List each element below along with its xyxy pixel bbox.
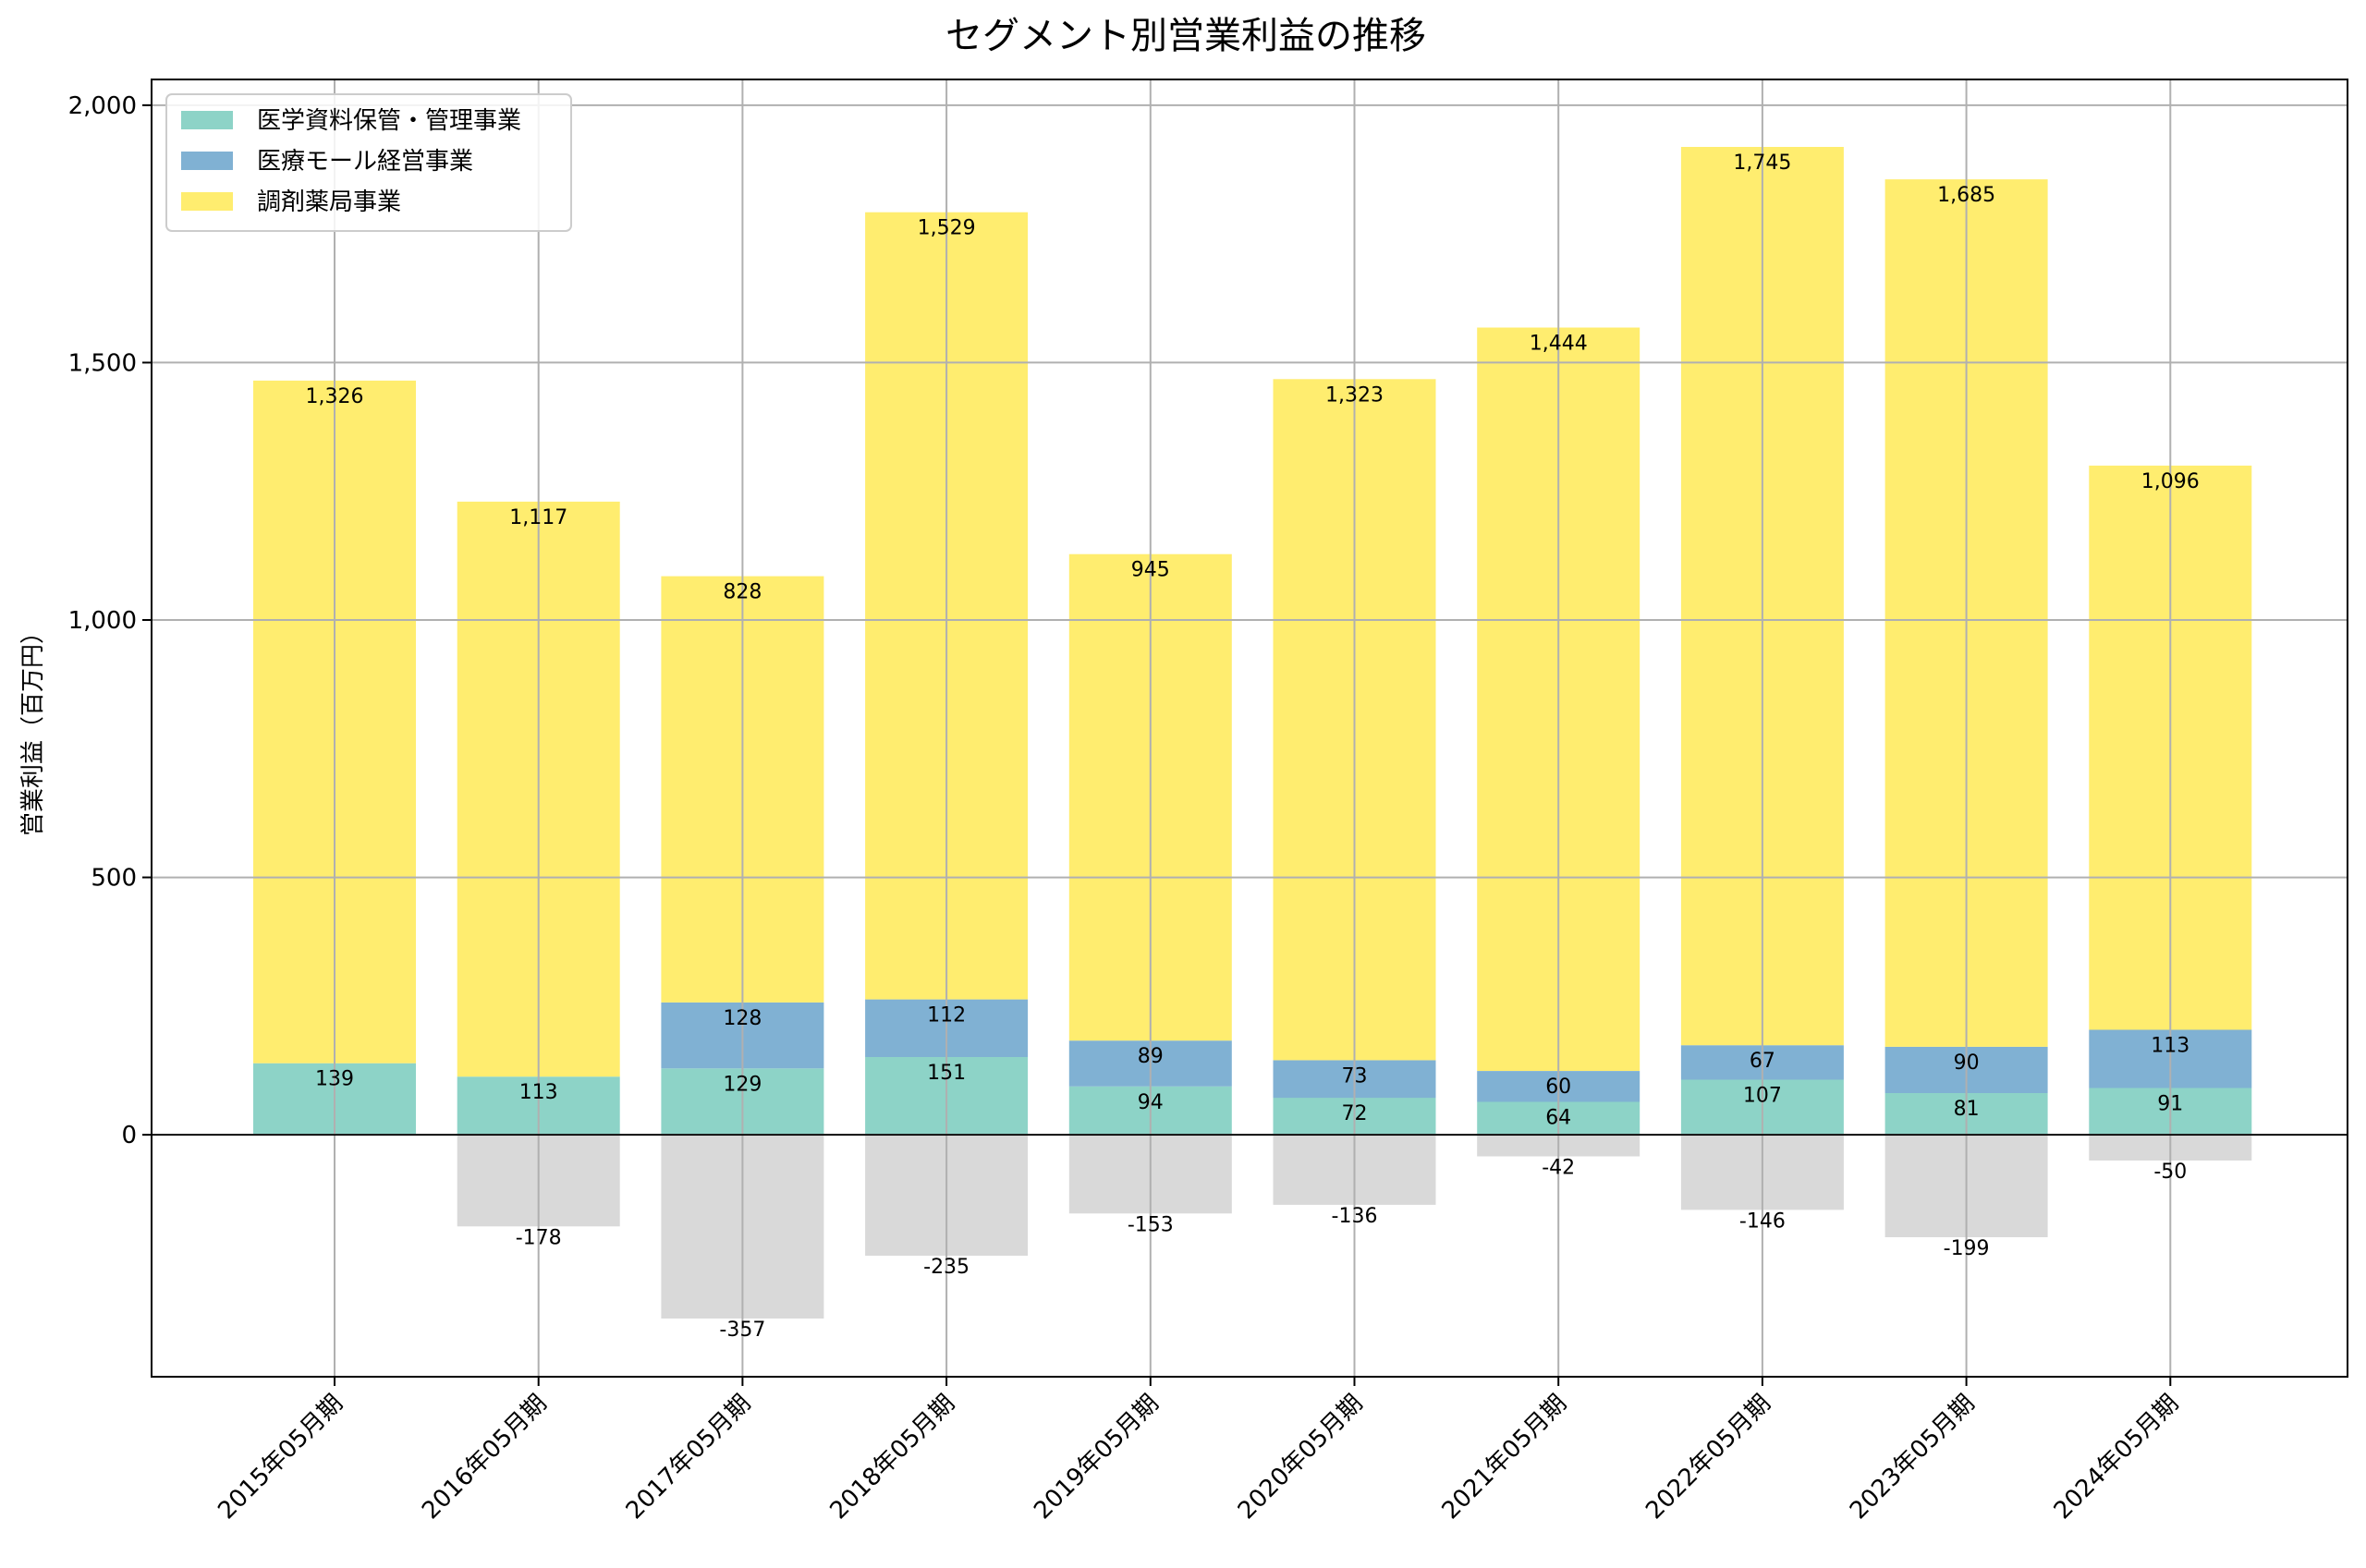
data-label: 828 [723, 581, 762, 604]
data-labels: 139 1,326 113 1,117 -178 129 128 828 -357 151 112 1… [306, 152, 2200, 1342]
x-axis: 2015年05月期 2016年05月期 2017年05月期 2018年05月期 2019… [213, 1377, 2184, 1525]
data-label: 1,745 [1733, 152, 1791, 175]
data-label: 112 [927, 1004, 966, 1027]
data-label: 113 [519, 1081, 558, 1104]
y-tick-label: 500 [91, 865, 137, 893]
data-label: -199 [1944, 1237, 1990, 1260]
data-label: 90 [1954, 1051, 1980, 1075]
x-tick-label: 2015年05月期 [213, 1390, 348, 1525]
data-label: -153 [1128, 1213, 1174, 1236]
data-label: 60 [1545, 1076, 1571, 1099]
data-label: 945 [1131, 559, 1170, 582]
legend-label: 医療モール経営事業 [257, 148, 473, 176]
data-label: 1,685 [1937, 184, 1995, 207]
y-tick-label: 1,500 [68, 349, 137, 377]
y-tick-label: 2,000 [68, 92, 137, 120]
x-tick-label: 2020年05月期 [1233, 1390, 1369, 1525]
y-axis-label: 営業利益（百万円） [19, 620, 47, 836]
x-tick-label: 2022年05月期 [1640, 1390, 1776, 1525]
x-tick-label: 2017年05月期 [621, 1390, 757, 1525]
y-tick-label: 0 [121, 1122, 137, 1149]
legend-swatch [181, 152, 233, 170]
bars [253, 147, 2252, 1319]
data-label: 67 [1750, 1050, 1775, 1073]
data-label: -136 [1332, 1205, 1378, 1228]
x-tick-label: 2024年05月期 [2049, 1390, 2185, 1525]
legend-swatch [181, 111, 233, 129]
x-tick-label: 2021年05月期 [1437, 1390, 1573, 1525]
data-label: -178 [516, 1226, 562, 1249]
data-label: 64 [1545, 1107, 1571, 1130]
data-label: -42 [1542, 1157, 1575, 1180]
data-label: 129 [723, 1073, 762, 1096]
plot-frame [151, 79, 2348, 1378]
legend-swatch [181, 192, 233, 211]
legend-box [165, 93, 572, 232]
data-label: 139 [315, 1068, 354, 1091]
data-label: 1,117 [509, 506, 567, 529]
legend-label: 調剤薬局事業 [257, 188, 401, 216]
x-tick-label: 2019年05月期 [1029, 1390, 1165, 1525]
data-label: -235 [923, 1256, 970, 1279]
data-label: -50 [2153, 1161, 2187, 1184]
x-tick-label: 2016年05月期 [417, 1390, 553, 1525]
data-label: 1,323 [1325, 383, 1384, 407]
data-label: 1,444 [1530, 333, 1588, 356]
y-axis: 0 500 1,000 1,500 2,000 [68, 92, 152, 1149]
data-label: 73 [1342, 1064, 1368, 1088]
y-tick-label: 1,000 [68, 607, 137, 635]
legend-label: 医学資料保管・管理事業 [257, 107, 521, 135]
data-label: -357 [719, 1319, 765, 1342]
chart-title: セグメント別営業利益の推移 [945, 15, 1426, 57]
x-tick-label: 2023年05月期 [1845, 1390, 1981, 1525]
x-tick-label: 2018年05月期 [824, 1390, 960, 1525]
data-label: 151 [927, 1062, 966, 1085]
data-label: 113 [2151, 1035, 2189, 1058]
data-label: 107 [1743, 1085, 1782, 1108]
data-label: 91 [2157, 1092, 2183, 1115]
data-label: 81 [1954, 1098, 1980, 1121]
data-label: 89 [1138, 1045, 1164, 1068]
data-label: 1,529 [918, 217, 976, 240]
data-label: 128 [723, 1007, 762, 1030]
data-label: -146 [1739, 1210, 1786, 1234]
data-label: 1,096 [2141, 470, 2200, 493]
data-label: 94 [1138, 1091, 1164, 1114]
gridlines [152, 79, 2348, 1377]
data-label: 1,326 [306, 385, 364, 408]
data-label: 72 [1342, 1102, 1368, 1125]
